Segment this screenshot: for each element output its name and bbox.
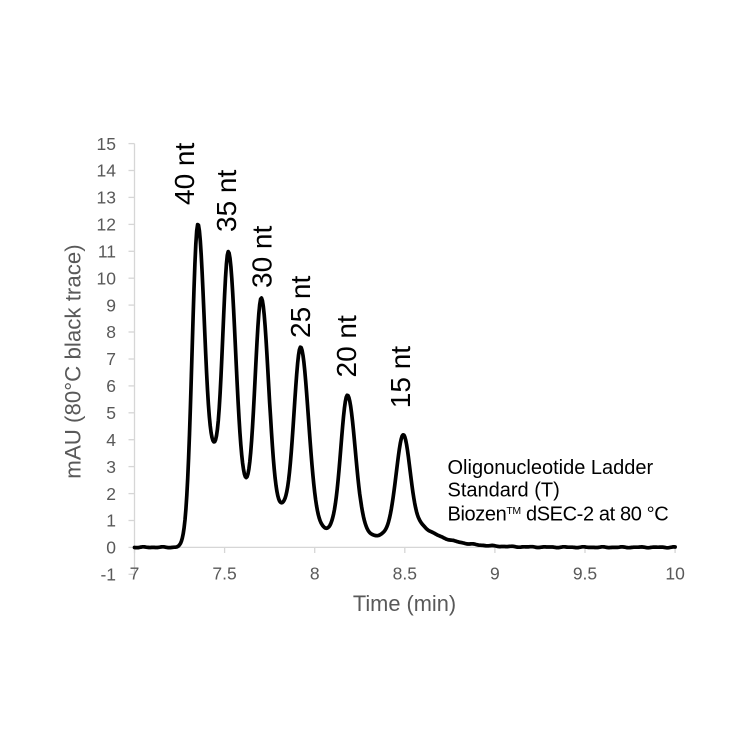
svg-text:15 nt: 15 nt	[385, 346, 416, 408]
svg-text:40 nt: 40 nt	[169, 143, 200, 205]
svg-text:25 nt: 25 nt	[285, 276, 316, 338]
svg-text:8.5: 8.5	[393, 564, 417, 584]
svg-text:0: 0	[106, 538, 116, 558]
svg-text:13: 13	[97, 188, 116, 208]
svg-text:30 nt: 30 nt	[247, 226, 278, 288]
svg-text:Oligonucleotide Ladder: Oligonucleotide Ladder	[448, 457, 654, 479]
svg-text:15: 15	[97, 134, 116, 154]
svg-text:20 nt: 20 nt	[331, 315, 362, 377]
svg-text:Standard (T): Standard (T)	[448, 479, 560, 501]
svg-text:mAU (80°C black trace): mAU (80°C black trace)	[61, 244, 86, 478]
svg-text:10: 10	[97, 268, 117, 288]
svg-text:3: 3	[106, 457, 116, 477]
svg-text:11: 11	[98, 242, 116, 262]
svg-text:7: 7	[130, 564, 140, 584]
svg-text:14: 14	[97, 161, 117, 181]
svg-text:7: 7	[106, 349, 116, 369]
svg-text:2: 2	[106, 484, 116, 504]
svg-text:8: 8	[106, 322, 116, 342]
svg-text:9: 9	[490, 564, 500, 584]
svg-text:4: 4	[106, 430, 116, 450]
svg-text:9.5: 9.5	[573, 564, 597, 584]
svg-text:7.5: 7.5	[212, 564, 236, 584]
svg-text:35 nt: 35 nt	[211, 170, 242, 232]
svg-text:Time (min): Time (min)	[353, 591, 456, 616]
svg-text:5: 5	[106, 403, 116, 423]
svg-text:-1: -1	[100, 565, 116, 585]
svg-text:8: 8	[310, 564, 320, 584]
svg-text:1: 1	[106, 511, 116, 531]
svg-text:12: 12	[97, 215, 116, 235]
svg-text:BiozenTM dSEC-2 at 80 °C: BiozenTM dSEC-2 at 80 °C	[448, 504, 669, 526]
svg-text:6: 6	[106, 376, 116, 396]
svg-text:10: 10	[665, 564, 685, 584]
svg-text:9: 9	[106, 295, 116, 315]
